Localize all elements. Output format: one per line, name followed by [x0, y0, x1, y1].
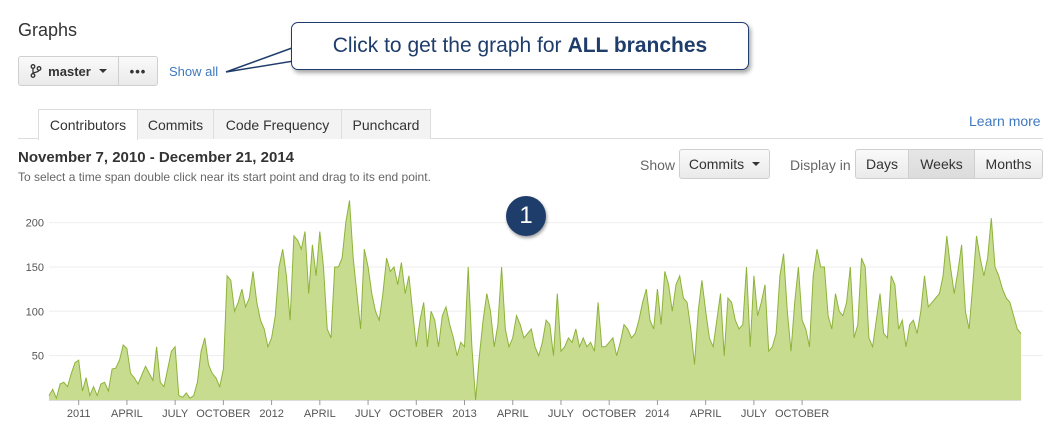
- x-tick-label: JULY: [548, 408, 575, 420]
- x-tick-label: APRIL: [497, 408, 529, 420]
- x-tick-label: OCTOBER: [196, 408, 250, 420]
- x-tick-label: APRIL: [111, 408, 143, 420]
- tab-punchcard[interactable]: Punchcard: [341, 109, 431, 139]
- weeks-button[interactable]: Weeks: [908, 149, 975, 179]
- show-all-link[interactable]: Show all: [169, 64, 219, 79]
- step-number-badge: 1: [506, 196, 546, 236]
- days-button[interactable]: Days: [855, 149, 909, 179]
- x-tick-label: APRIL: [690, 408, 722, 420]
- x-tick-label: JULY: [741, 408, 768, 420]
- x-tick-label: APRIL: [304, 408, 336, 420]
- branch-icon: [30, 64, 42, 78]
- x-tick-label: JULY: [355, 408, 382, 420]
- tab-code-frequency[interactable]: Code Frequency: [213, 109, 342, 139]
- more-options-button[interactable]: •••: [118, 56, 158, 86]
- learn-more-link[interactable]: Learn more: [969, 113, 1041, 129]
- metric-dropdown[interactable]: Commits: [679, 149, 770, 179]
- y-tick-label: 100: [26, 306, 44, 318]
- x-tick-label: OCTOBER: [389, 408, 443, 420]
- metric-dropdown-value: Commits: [688, 156, 745, 172]
- y-tick-label: 200: [26, 218, 44, 230]
- area-fill: [49, 200, 1021, 400]
- area-line: [48, 200, 1022, 401]
- contributions-area-chart[interactable]: 50 100 150 200 2011 APRIL JULY OCTOBER 2012 APRIL…: [0, 188, 1061, 432]
- show-label: Show: [640, 157, 676, 173]
- x-tick-label: OCTOBER: [775, 408, 829, 420]
- tab-contributors[interactable]: Contributors: [38, 109, 138, 140]
- months-button[interactable]: Months: [974, 149, 1043, 179]
- x-tick-label: 2012: [259, 408, 283, 420]
- page-title: Graphs: [18, 20, 78, 40]
- display-in-label: Display in: [790, 157, 851, 173]
- chevron-down-icon: [98, 69, 107, 73]
- callout-text: Click to get the graph for: [332, 34, 562, 57]
- x-tick-label: OCTOBER: [582, 408, 636, 420]
- tab-bar-divider: [18, 138, 1043, 139]
- date-range-heading: November 7, 2010 - December 21, 2014: [18, 149, 294, 166]
- chevron-down-icon: [752, 162, 761, 166]
- selection-instructions: To select a time span double click near …: [18, 170, 431, 184]
- y-tick-label: 50: [32, 351, 44, 363]
- branch-name: master: [48, 63, 91, 79]
- callout-bold-text: ALL branches: [567, 34, 708, 57]
- tab-commits[interactable]: Commits: [137, 109, 214, 139]
- x-tick-label: 2011: [67, 408, 91, 420]
- x-tick-label: 2013: [452, 408, 476, 420]
- x-tick-label: 2014: [645, 408, 669, 420]
- y-tick-label: 150: [26, 262, 44, 274]
- x-tick-label: JULY: [162, 408, 189, 420]
- callout-annotation: Click to get the graph for ALL branches: [291, 22, 749, 70]
